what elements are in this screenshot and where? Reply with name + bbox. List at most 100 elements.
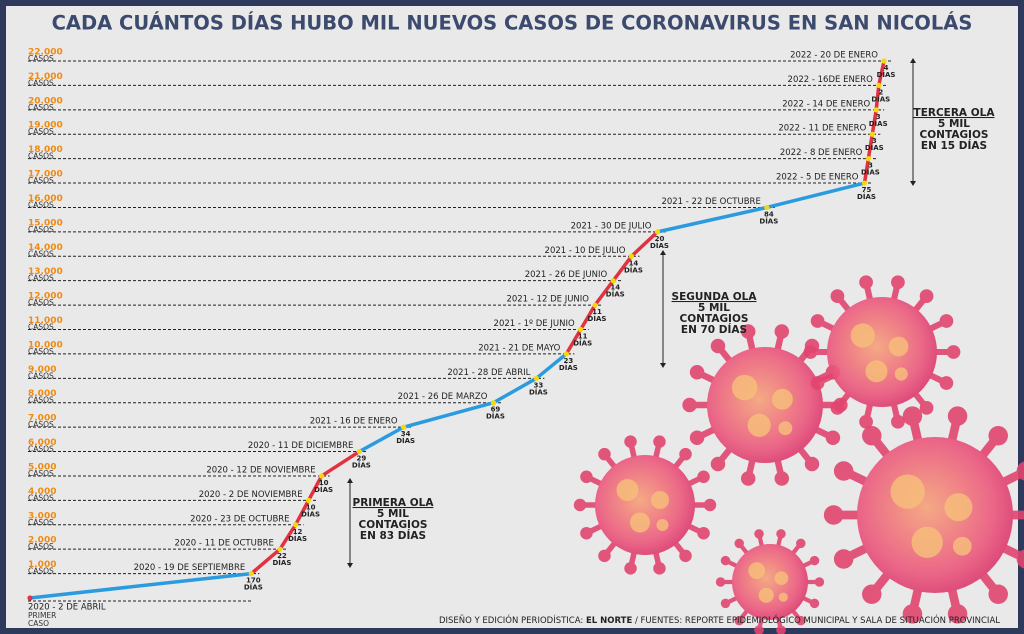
date-label: 2020 - 11 DE OCTUBRE: [175, 539, 274, 549]
virus-body: [827, 297, 937, 407]
virus-spot: [850, 323, 875, 348]
virus: [573, 435, 717, 575]
virus-spike-tip: [814, 577, 825, 587]
virus-spot: [778, 421, 793, 436]
line-segment: [293, 498, 311, 527]
y-tick-label: 1.000: [28, 560, 56, 570]
date-label: 2021 - 1º DE JUNIO: [494, 319, 575, 329]
virus-spike-tip: [919, 289, 934, 303]
days-value: 10: [306, 503, 316, 511]
point: [869, 131, 875, 137]
virus-spike-tip: [862, 584, 882, 605]
days-unit: DÍAS: [865, 143, 884, 152]
days-unit: DÍAS: [288, 534, 307, 543]
date-label: 2020 - 12 DE NOVIEMBRE: [206, 465, 315, 475]
virus-spike-tip: [823, 505, 844, 525]
separator: /: [635, 616, 638, 626]
date-label: 2022 - 8 DE ENERO: [780, 148, 863, 158]
credit-label: DISEÑO Y EDICIÓN PERIODÍSTICA:: [439, 614, 583, 626]
point: [861, 180, 868, 186]
virus-spike-tip: [715, 577, 726, 587]
point: [873, 107, 879, 113]
virus-spike-tip: [653, 435, 666, 448]
y-tick-unit: CASOS: [28, 493, 54, 502]
y-tick-unit: CASOS: [28, 225, 54, 234]
line-segment: [401, 400, 496, 429]
virus-spike-tip: [825, 430, 841, 445]
line-segment: [765, 181, 867, 210]
virus-illustration: [573, 275, 1024, 634]
virus-spike-tip: [734, 538, 744, 549]
days-unit: DÍAS: [759, 216, 778, 225]
days-value: 170: [246, 577, 261, 585]
days-value: 3: [872, 137, 877, 145]
y-tick-unit: CASOS: [28, 445, 54, 454]
wave-annotation: SEGUNDA OLA: [672, 291, 758, 303]
days-value: 10: [319, 479, 329, 487]
date-label: 2020 - 19 DE SEPTIEMBRE: [134, 563, 246, 573]
y-tick-unit: CASOS: [28, 152, 54, 161]
virus-spot: [952, 536, 972, 556]
virus-spot: [616, 479, 639, 501]
line-segment: [593, 278, 615, 307]
virus-spike-tip: [830, 289, 845, 303]
date-label: 2021 - 22 DE OCTUBRE: [661, 197, 760, 207]
point: [592, 302, 598, 308]
virus-spike-tip: [740, 471, 756, 486]
line-segment: [357, 425, 406, 454]
days-unit: DÍAS: [244, 583, 263, 592]
line-segment: [862, 156, 871, 185]
y-tick-unit: CASOS: [28, 249, 54, 258]
virus-spike-tip: [580, 526, 593, 540]
point: [277, 546, 283, 552]
virus-spike-tip: [809, 598, 820, 609]
line-segment: [249, 547, 282, 576]
date-label: 2021 - 30 DE JULIO: [571, 221, 652, 231]
y-tick-label: 21.000: [28, 72, 63, 82]
days-unit: DÍAS: [314, 485, 333, 494]
y-tick-label: 2.000: [28, 536, 56, 546]
wave-annotation: CONTAGIOS: [680, 313, 749, 325]
virus-spike-tip: [740, 324, 756, 339]
line-segment: [278, 523, 298, 551]
virus-spike-tip: [919, 401, 934, 415]
point: [248, 570, 254, 577]
virus-spike-tip: [833, 461, 854, 481]
y-tick-unit: CASOS: [28, 542, 54, 551]
date-label: 2020 - 23 DE OCTUBRE: [190, 514, 289, 524]
days-value: 4: [884, 64, 889, 72]
date-label: 2021 - 26 DE JUNIO: [525, 270, 608, 280]
virus-spike-tip: [947, 406, 968, 426]
y-tick-unit: CASOS: [28, 347, 54, 356]
y-tick-unit: CASOS: [28, 127, 54, 136]
point: [881, 58, 887, 64]
virus-spike-tip: [1016, 461, 1024, 481]
days-unit: DÍAS: [301, 509, 320, 518]
wave-annotation: EN 83 DÍAS: [360, 529, 426, 542]
line-segment: [874, 83, 881, 112]
virus: [823, 406, 1024, 624]
y-tick-unit: CASOS: [28, 298, 54, 307]
virus-spike-tip: [809, 555, 820, 566]
virus-spot: [944, 493, 973, 522]
y-tick-unit: CASOS: [28, 567, 54, 576]
virus-spike-tip: [859, 275, 873, 290]
date-label: 2022 - 14 DE ENERO: [782, 99, 870, 109]
y-tick-label: 10.000: [28, 340, 63, 350]
y-tick-label: 12.000: [28, 292, 63, 302]
date-label: 2022 - 16DE ENERO: [788, 75, 874, 85]
wave-annotation: 5 MIL: [377, 508, 409, 520]
point: [563, 351, 569, 357]
virus-spike-tip: [720, 555, 731, 566]
line-segment: [870, 108, 878, 136]
point: [876, 82, 882, 89]
y-tick-label: 9.000: [28, 365, 56, 375]
y-tick-label: 19.000: [28, 121, 63, 131]
line-segment: [319, 449, 362, 478]
first-case-label: PRIMER: [28, 611, 56, 620]
point: [401, 424, 407, 430]
days-unit: DÍAS: [529, 387, 548, 396]
virus-spike-tip: [774, 471, 790, 486]
virus-spot: [911, 526, 943, 558]
virus-body: [595, 455, 695, 555]
